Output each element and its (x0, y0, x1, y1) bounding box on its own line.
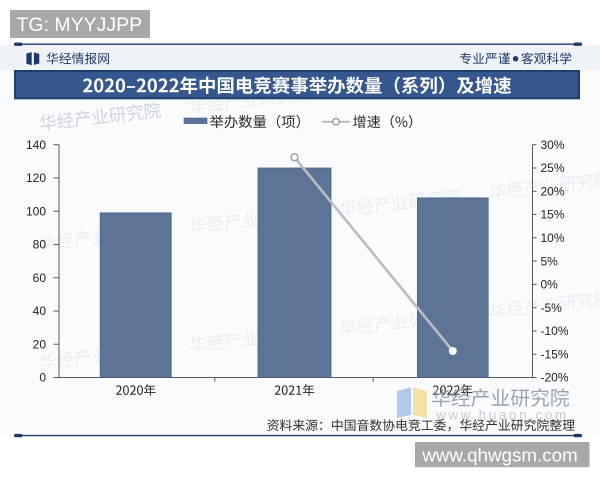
svg-text:www.qhwgsm.com: www.qhwgsm.com (421, 444, 578, 465)
svg-text:10%: 10% (541, 231, 565, 245)
svg-text:25%: 25% (541, 161, 565, 175)
svg-text:30%: 30% (541, 138, 565, 152)
svg-text:TG: MYYJJPP: TG: MYYJJPP (17, 14, 143, 36)
svg-text:-10%: -10% (541, 324, 569, 338)
svg-text:15%: 15% (541, 208, 565, 222)
svg-text:40: 40 (33, 304, 47, 318)
svg-text:80: 80 (33, 238, 47, 252)
svg-text:120: 120 (26, 171, 46, 185)
svg-text:20%: 20% (541, 185, 565, 199)
svg-text:60: 60 (33, 271, 47, 285)
svg-text:0: 0 (39, 371, 46, 385)
svg-text:5%: 5% (541, 254, 559, 268)
svg-text:-15%: -15% (541, 347, 569, 361)
svg-text:100: 100 (26, 204, 46, 218)
svg-text:0%: 0% (541, 278, 559, 292)
svg-text:-5%: -5% (541, 301, 563, 315)
svg-text:www.huaon.com: www.huaon.com (435, 408, 569, 423)
svg-text:20: 20 (33, 337, 47, 351)
svg-text:140: 140 (26, 138, 46, 152)
svg-text:-20%: -20% (541, 371, 569, 385)
